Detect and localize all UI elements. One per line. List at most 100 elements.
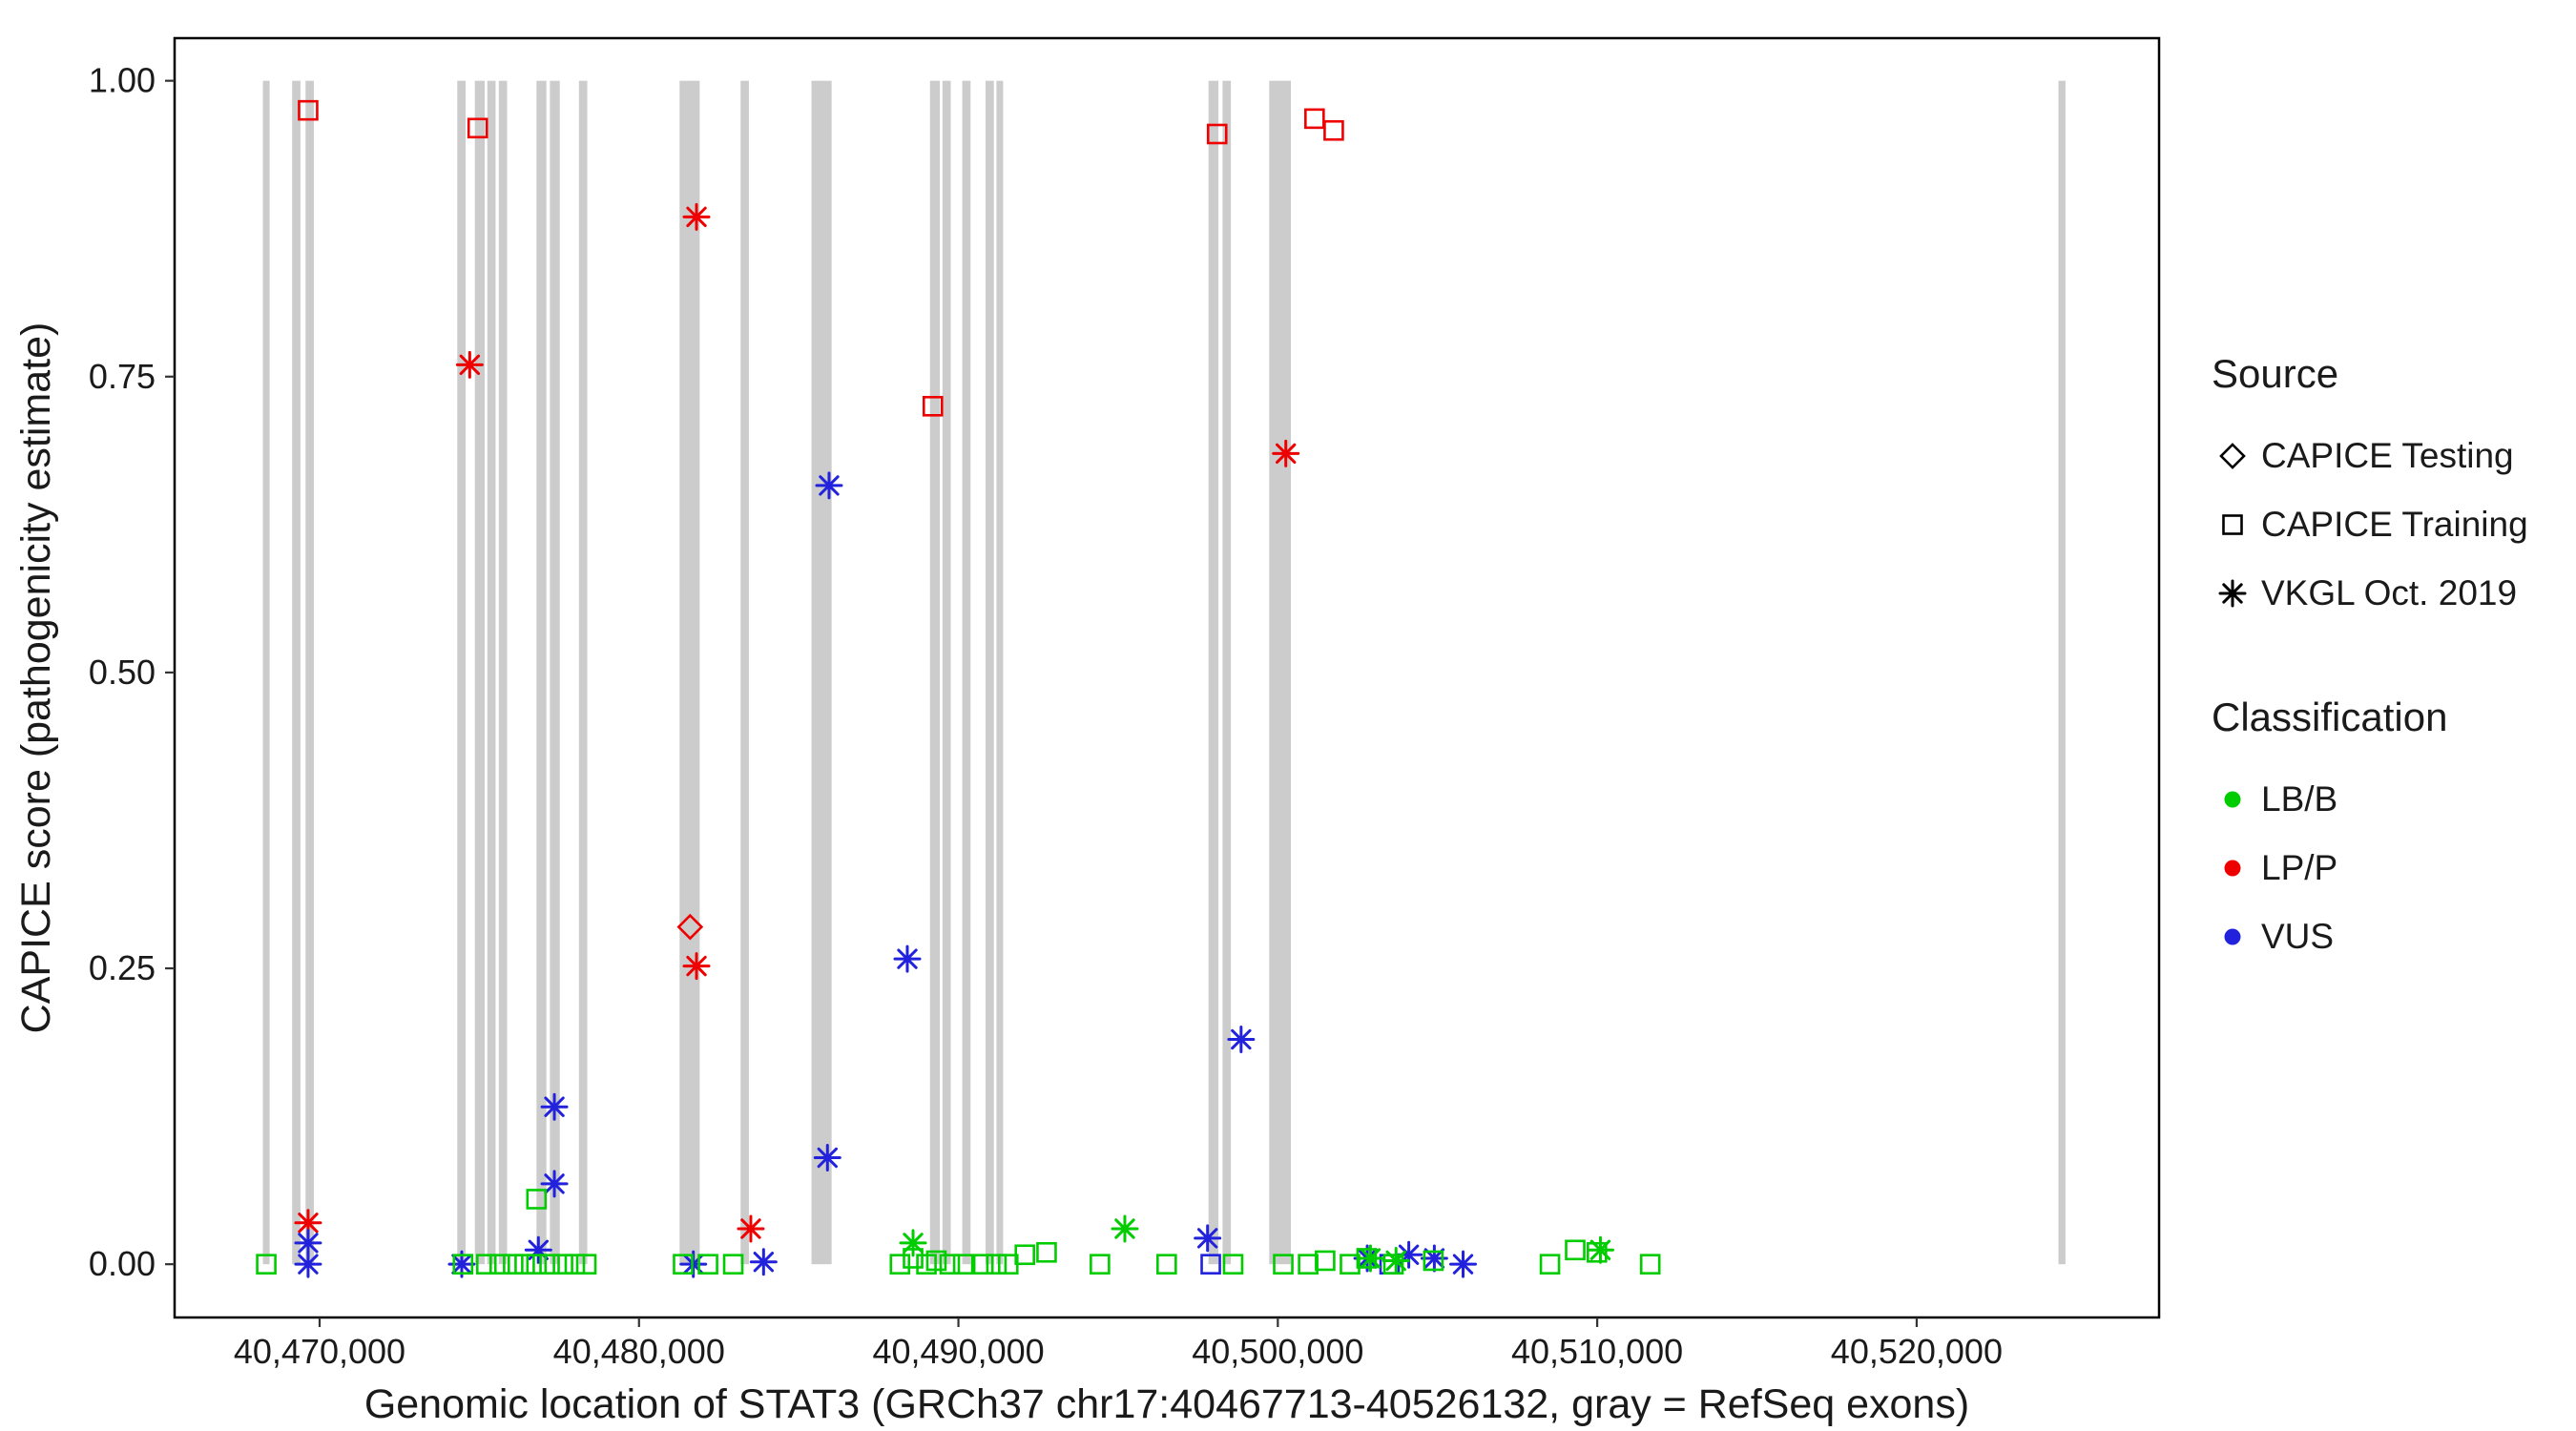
legend-item-label: CAPICE Testing bbox=[2261, 436, 2514, 475]
legend-key bbox=[2212, 504, 2261, 546]
data-point-square bbox=[922, 396, 944, 417]
data-point-square bbox=[697, 1254, 718, 1275]
data-point-asterisk bbox=[1194, 1224, 1222, 1253]
data-point-asterisk bbox=[1449, 1250, 1478, 1278]
data-point-asterisk bbox=[1227, 1025, 1256, 1053]
data-point-square bbox=[1156, 1254, 1177, 1275]
data-point-square bbox=[673, 1254, 694, 1275]
data-point-asterisk bbox=[1586, 1235, 1614, 1264]
data-point-square bbox=[526, 1254, 548, 1275]
data-point-square bbox=[489, 1254, 510, 1275]
series-capice-training-lb-b bbox=[256, 1189, 1661, 1275]
data-point-square bbox=[939, 1254, 961, 1275]
legend-item-label: LB/B bbox=[2261, 779, 2338, 819]
legend-source-title: Source bbox=[2212, 351, 2339, 396]
exon-bar bbox=[996, 80, 1004, 1265]
legend-item-label: VUS bbox=[2261, 917, 2335, 956]
data-point-square bbox=[452, 1254, 474, 1275]
legend-key bbox=[2212, 916, 2261, 958]
y-tick-label: 1.00 bbox=[89, 61, 156, 100]
data-point-asterisk bbox=[813, 1144, 841, 1172]
exon-bar bbox=[262, 80, 270, 1265]
legend-item-vus: VUS bbox=[2212, 902, 2528, 971]
asterisk-icon bbox=[2218, 579, 2247, 608]
exon-bar bbox=[487, 80, 496, 1265]
y-tick-label: 0.75 bbox=[89, 357, 156, 396]
data-point-square bbox=[256, 1254, 277, 1275]
data-point-asterisk bbox=[815, 471, 843, 500]
dot-icon bbox=[2224, 860, 2241, 877]
data-point-square bbox=[1222, 1254, 1244, 1275]
data-point-asterisk bbox=[540, 1170, 569, 1198]
data-point-asterisk bbox=[1111, 1214, 1139, 1243]
legend-key bbox=[2212, 778, 2261, 820]
legend-item-capice-training: CAPICE Training bbox=[2212, 490, 2528, 559]
data-point-square bbox=[972, 1254, 994, 1275]
data-point-square bbox=[475, 1254, 497, 1275]
data-point-square bbox=[1323, 119, 1344, 141]
exon-bar bbox=[1269, 80, 1292, 1265]
diamond-icon bbox=[2219, 443, 2246, 469]
data-point-square bbox=[552, 1254, 573, 1275]
x-tick-label: 40,470,000 bbox=[234, 1332, 405, 1371]
data-point-square bbox=[1036, 1241, 1057, 1263]
y-axis-title: CAPICE score (pathogenicity estimate) bbox=[13, 322, 59, 1034]
data-point-asterisk bbox=[524, 1235, 552, 1264]
data-point-square bbox=[1200, 1254, 1221, 1275]
legend-key bbox=[2212, 572, 2261, 614]
data-point-square bbox=[1206, 123, 1228, 145]
data-point-square bbox=[952, 1254, 974, 1275]
x-tick-label: 40,480,000 bbox=[553, 1332, 725, 1371]
data-point-square bbox=[298, 99, 319, 121]
data-point-square bbox=[722, 1254, 744, 1275]
legend-item-label: CAPICE Training bbox=[2261, 505, 2528, 544]
data-point-square bbox=[1639, 1254, 1661, 1275]
data-point-square bbox=[526, 1189, 548, 1210]
data-point-square bbox=[1298, 1254, 1319, 1275]
data-point-asterisk bbox=[294, 1250, 322, 1278]
exon-bar bbox=[929, 80, 941, 1265]
plot-panel-border bbox=[173, 36, 2161, 1319]
exon-bar bbox=[292, 80, 301, 1265]
data-point-square bbox=[1340, 1254, 1361, 1275]
legend-key bbox=[2212, 847, 2261, 889]
data-point-square bbox=[503, 1254, 524, 1275]
legend-source: Source CAPICE Testing CAPICE Training VKGL… bbox=[2212, 351, 2528, 628]
legend-classification-title: Classification bbox=[2212, 695, 2448, 739]
data-point-square bbox=[467, 117, 488, 139]
exon-bar bbox=[942, 80, 951, 1265]
data-point-square bbox=[1273, 1254, 1294, 1275]
data-point-asterisk bbox=[455, 350, 484, 379]
data-point-square bbox=[1014, 1244, 1035, 1266]
exon-bar bbox=[305, 80, 314, 1265]
data-point-square bbox=[539, 1254, 560, 1275]
data-point-square bbox=[925, 1250, 947, 1272]
data-point-asterisk bbox=[1381, 1246, 1410, 1275]
square-icon bbox=[2222, 514, 2243, 535]
exon-bar bbox=[811, 80, 832, 1265]
series-vkgl-oct-2019-vus bbox=[294, 471, 1478, 1278]
x-axis-title: Genomic location of STAT3 (GRCh37 chr17:… bbox=[364, 1381, 1969, 1427]
dot-icon bbox=[2224, 928, 2241, 945]
exon-bar bbox=[2058, 80, 2066, 1265]
series-capice-training-lp-p bbox=[298, 99, 1344, 417]
x-tick-label: 40,490,000 bbox=[872, 1332, 1044, 1371]
data-point-asterisk bbox=[737, 1214, 765, 1243]
legend-classification-items: LB/B LP/P VUS bbox=[2212, 765, 2528, 971]
y-tick-label: 0.50 bbox=[89, 653, 156, 692]
dot-icon bbox=[2224, 791, 2241, 808]
exon-bar bbox=[740, 80, 749, 1265]
legend-classification: Classification LB/B LP/P VUS bbox=[2212, 695, 2528, 971]
data-point-square bbox=[1315, 1250, 1336, 1272]
x-tick-label: 40,500,000 bbox=[1192, 1332, 1363, 1371]
legend-item-label: LP/P bbox=[2261, 848, 2338, 887]
data-point-asterisk bbox=[682, 202, 711, 231]
data-point-square bbox=[889, 1254, 911, 1275]
data-point-square bbox=[1382, 1254, 1404, 1275]
legend: Source CAPICE Testing CAPICE Training VKGL… bbox=[2212, 351, 2528, 1038]
data-point-square bbox=[1539, 1254, 1561, 1275]
exon-bar bbox=[536, 80, 547, 1265]
data-point-asterisk bbox=[682, 952, 711, 981]
